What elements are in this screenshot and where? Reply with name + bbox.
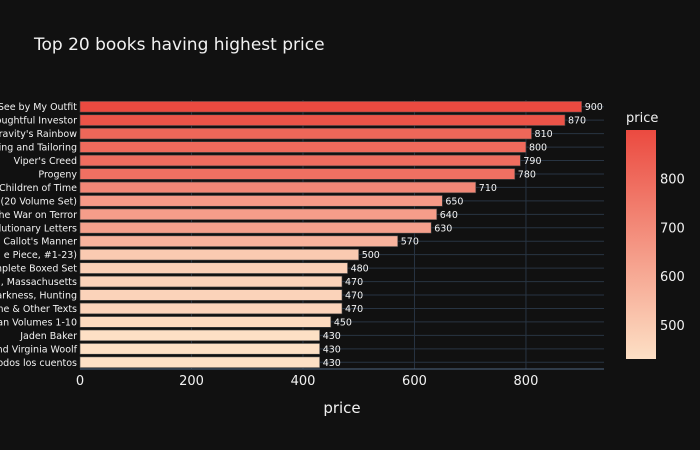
bars xyxy=(79,101,583,368)
chart-title: Top 20 books having highest price xyxy=(33,35,325,55)
bar xyxy=(79,127,532,140)
category-label: e Piece, #1-23) xyxy=(4,250,77,261)
x-tick-label: 800 xyxy=(514,374,539,389)
bar xyxy=(79,275,343,288)
bar xyxy=(79,262,348,274)
bar xyxy=(79,343,321,355)
value-label: 650 xyxy=(445,196,463,207)
value-label: 450 xyxy=(334,317,352,328)
x-tick-label: 400 xyxy=(291,374,316,389)
value-label: 470 xyxy=(345,304,363,315)
bar xyxy=(79,235,399,247)
category-label: Viper's Creed xyxy=(14,156,77,167)
category-label: arkness, Hunting xyxy=(0,291,77,302)
category-label: oughtful Investor xyxy=(0,116,77,127)
bar xyxy=(79,248,360,261)
bar xyxy=(79,222,432,234)
category-label: olutionary Letters xyxy=(0,223,77,234)
category-label: an Volumes 1-10 xyxy=(0,317,77,328)
bar xyxy=(79,101,583,113)
category-label: mplete Boxed Set xyxy=(0,264,77,275)
category-label: he War on Terror xyxy=(0,210,77,221)
bar xyxy=(79,208,438,221)
value-label: 570 xyxy=(401,237,419,248)
value-label: 900 xyxy=(585,102,603,113)
value-label: 870 xyxy=(568,116,586,127)
value-label: 470 xyxy=(345,291,363,302)
value-label: 800 xyxy=(529,143,547,154)
x-tick-label: 200 xyxy=(179,374,204,389)
category-label: Gravity's Rainbow xyxy=(0,129,77,140)
grid xyxy=(80,100,604,369)
value-label: 780 xyxy=(518,169,536,180)
category-label: (20 Volume Set) xyxy=(1,196,77,207)
category-label: Children of Time xyxy=(0,183,77,194)
value-label: 630 xyxy=(434,223,452,234)
value-label: 470 xyxy=(345,277,363,288)
colorbar-tick-label: 800 xyxy=(660,173,685,188)
colorbar-tick-label: 500 xyxy=(660,319,685,334)
colorbar: price 500 600 700 800 xyxy=(626,111,685,359)
x-tick-label: 600 xyxy=(402,374,427,389)
bar xyxy=(79,289,343,301)
value-label: 640 xyxy=(440,210,458,221)
x-tick-label: 0 xyxy=(76,374,84,389)
colorbar-tick-label: 600 xyxy=(660,270,685,285)
value-label: 480 xyxy=(351,264,369,275)
bar xyxy=(79,168,516,180)
category-label: ting and Tailoring xyxy=(0,143,77,154)
bar xyxy=(79,316,332,328)
value-label: 430 xyxy=(323,331,341,342)
category-label: n Callot's Manner xyxy=(0,237,77,248)
x-axis: 0 200 400 600 800 xyxy=(76,368,604,389)
bar xyxy=(79,356,321,368)
bar xyxy=(79,195,443,207)
colorbar-title: price xyxy=(626,111,658,126)
bar xyxy=(79,302,343,315)
category-label: ine & Other Texts xyxy=(0,304,77,315)
value-label: 430 xyxy=(323,358,341,369)
bar xyxy=(79,114,566,126)
category-label: d, Massachusetts xyxy=(0,277,77,288)
value-label: 810 xyxy=(535,129,553,140)
category-label: See by My Outfit xyxy=(0,102,77,113)
value-label: 500 xyxy=(362,250,380,261)
bar xyxy=(79,181,477,194)
category-label: nd Virginia Woolf xyxy=(0,344,78,355)
category-label: Jaden Baker xyxy=(19,331,77,342)
bar xyxy=(79,154,521,167)
bar xyxy=(79,141,527,153)
bar xyxy=(79,329,321,342)
labels: See by My Outfit 900 oughtful Investor 870 G… xyxy=(0,102,603,369)
value-label: 710 xyxy=(479,183,497,194)
colorbar-gradient xyxy=(626,130,656,359)
x-axis-title: price xyxy=(323,399,360,417)
value-label: 430 xyxy=(323,344,341,355)
category-label: Todos los cuentos xyxy=(0,358,77,369)
category-label: Progeny xyxy=(38,169,77,180)
colorbar-tick-label: 700 xyxy=(660,221,685,236)
value-label: 790 xyxy=(523,156,541,167)
